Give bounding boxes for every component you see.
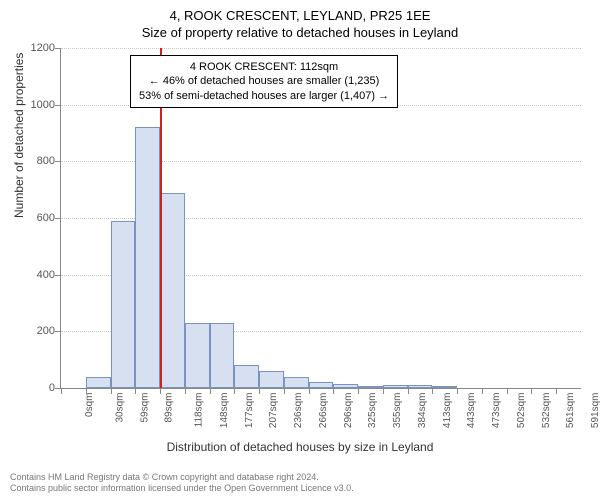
x-tick-label: 355sqm <box>392 393 403 429</box>
bar <box>234 365 259 388</box>
footer: Contains HM Land Registry data © Crown c… <box>10 472 354 495</box>
x-tick-label: 561sqm <box>566 393 577 429</box>
x-tick-label: 207sqm <box>268 393 279 429</box>
y-tick-label: 1200 <box>15 42 55 54</box>
y-tick <box>55 218 61 219</box>
x-tick-label: 0sqm <box>84 393 95 417</box>
y-axis-title: Number of detached properties <box>12 53 26 218</box>
y-tick-label: 200 <box>15 325 55 337</box>
x-tick-label: 118sqm <box>193 393 204 428</box>
x-tick-label: 177sqm <box>244 393 255 429</box>
y-tick-label: 400 <box>15 269 55 281</box>
y-tick <box>55 105 61 106</box>
footer-line-1: Contains HM Land Registry data © Crown c… <box>10 472 354 483</box>
footer-line-2: Contains public sector information licen… <box>10 483 354 494</box>
grid-line <box>61 48 581 49</box>
x-tick <box>457 388 458 394</box>
bar <box>383 385 408 388</box>
y-tick <box>55 275 61 276</box>
y-tick-label: 1000 <box>15 99 55 111</box>
x-tick-label: 443sqm <box>467 393 478 429</box>
y-tick-label: 800 <box>15 155 55 167</box>
x-tick <box>86 388 87 394</box>
x-tick-label: 89sqm <box>164 393 175 423</box>
bar <box>333 384 358 388</box>
x-tick-label: 473sqm <box>491 393 502 429</box>
x-tick-label: 30sqm <box>114 393 125 423</box>
x-tick <box>432 388 433 394</box>
info-line-2: ← 46% of detached houses are smaller (1,… <box>139 74 389 88</box>
x-tick-label: 148sqm <box>219 393 230 429</box>
x-tick-label: 502sqm <box>516 393 527 429</box>
x-tick <box>482 388 483 394</box>
x-tick <box>234 388 235 394</box>
x-tick-label: 236sqm <box>293 393 304 429</box>
x-tick-label: 266sqm <box>318 393 329 429</box>
bar <box>408 385 433 388</box>
title-sub: Size of property relative to detached ho… <box>0 23 600 40</box>
y-tick <box>55 48 61 49</box>
x-tick-label: 384sqm <box>417 393 428 429</box>
x-tick <box>210 388 211 394</box>
chart-area: 0200400600800100012000sqm30sqm59sqm89sqm… <box>60 48 580 388</box>
x-tick-label: 325sqm <box>367 393 378 429</box>
bar <box>160 193 185 389</box>
x-tick <box>556 388 557 394</box>
y-tick-label: 600 <box>15 212 55 224</box>
bar <box>185 323 210 388</box>
bar <box>432 386 457 388</box>
bar <box>358 386 383 388</box>
x-tick-label: 413sqm <box>442 393 453 429</box>
x-tick <box>111 388 112 394</box>
x-tick <box>61 388 62 394</box>
x-tick <box>160 388 161 394</box>
x-tick-label: 59sqm <box>139 393 150 423</box>
x-tick <box>185 388 186 394</box>
bar <box>210 323 235 388</box>
x-tick <box>309 388 310 394</box>
bar <box>135 127 160 388</box>
bar <box>111 221 136 388</box>
x-tick <box>383 388 384 394</box>
bar <box>86 377 111 388</box>
x-tick-label: 532sqm <box>541 393 552 429</box>
x-tick-label: 591sqm <box>590 393 600 429</box>
x-tick <box>259 388 260 394</box>
info-box: 4 ROOK CRESCENT: 112sqm ← 46% of detache… <box>130 55 398 108</box>
y-tick <box>55 161 61 162</box>
info-line-3: 53% of semi-detached houses are larger (… <box>139 89 389 103</box>
x-tick <box>358 388 359 394</box>
y-tick <box>55 331 61 332</box>
bar <box>259 371 284 388</box>
info-line-1: 4 ROOK CRESCENT: 112sqm <box>139 60 389 74</box>
bar <box>284 377 309 388</box>
x-tick <box>284 388 285 394</box>
x-tick <box>507 388 508 394</box>
x-tick <box>333 388 334 394</box>
x-tick <box>135 388 136 394</box>
x-tick <box>408 388 409 394</box>
title-main: 4, ROOK CRESCENT, LEYLAND, PR25 1EE <box>0 0 600 23</box>
x-axis-title: Distribution of detached houses by size … <box>0 440 600 454</box>
x-tick <box>531 388 532 394</box>
x-tick-label: 296sqm <box>343 393 354 429</box>
y-tick-label: 0 <box>15 382 55 394</box>
bar <box>309 382 334 388</box>
